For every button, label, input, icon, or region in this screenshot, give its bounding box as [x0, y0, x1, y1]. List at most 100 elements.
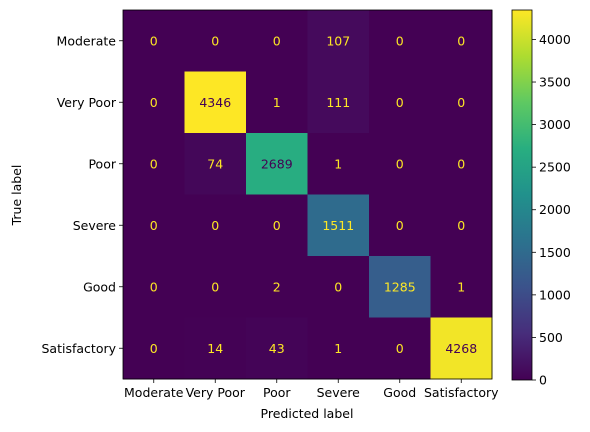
heatmap-cell	[307, 133, 370, 195]
colorbar: 0 500 1000 1500 2000 2500 3000 3500 4000	[511, 9, 571, 388]
heatmap-cell	[184, 133, 247, 195]
y-tick-label: Good	[83, 279, 116, 294]
colorbar-tick-label: 0	[539, 373, 547, 388]
cell-value-label: 0	[211, 279, 219, 294]
cell-value-label: 0	[396, 218, 404, 233]
y-axis: Moderate Very Poor Poor Severe Good Satisfact…	[42, 33, 123, 356]
heatmap-cell	[369, 317, 431, 380]
x-axis-title: Predicted label	[261, 406, 354, 421]
cell-value-label: 0	[334, 279, 342, 294]
x-tick-label: Moderate	[124, 385, 184, 400]
heatmap-cell	[246, 10, 308, 72]
heatmap-cell	[430, 256, 493, 318]
heatmap-cell	[123, 10, 185, 72]
heatmap-cell	[123, 317, 185, 380]
cell-value-label: 1	[334, 341, 342, 356]
cell-value-label: 0	[396, 341, 404, 356]
cell-value-label: 0	[396, 33, 404, 48]
heatmap-cell	[246, 71, 308, 134]
heatmap-cell	[246, 256, 308, 318]
heatmap-cell	[307, 256, 370, 318]
cell-value-label: 0	[150, 156, 158, 171]
x-axis: Moderate Very Poor Poor Severe Good Satisfact…	[124, 379, 499, 400]
cell-value-label: 0	[150, 95, 158, 110]
heatmap-cell	[430, 194, 493, 257]
y-tick-label: Poor	[88, 156, 116, 171]
colorbar-tick-label: 2000	[539, 202, 571, 217]
heatmap-cell	[123, 256, 185, 318]
cell-value-label: 0	[211, 33, 219, 48]
colorbar-gradient	[512, 10, 532, 380]
heatmap-cell	[123, 71, 185, 134]
heatmap-cell	[430, 317, 493, 380]
heatmap-cell	[430, 71, 493, 134]
heatmap-cell	[369, 256, 431, 318]
cell-value-label: 0	[457, 33, 465, 48]
cell-value-label: 4346	[199, 95, 231, 110]
y-tick-label: Moderate	[57, 33, 117, 48]
colorbar-tick-label: 1000	[539, 287, 571, 302]
colorbar-tick-label: 2500	[539, 160, 571, 175]
cell-value-label: 14	[207, 341, 223, 356]
heatmap-cell	[184, 10, 247, 72]
x-tick-label: Severe	[317, 385, 361, 400]
heatmap-cell	[123, 133, 185, 195]
cell-value-label: 0	[211, 218, 219, 233]
heatmap-cell	[184, 194, 247, 257]
heatmap-cell	[369, 133, 431, 195]
x-tick-label: Satisfactory	[424, 385, 499, 400]
cell-value-label: 4268	[445, 341, 477, 356]
y-axis-title: True label	[9, 165, 24, 227]
heatmap-cell	[246, 194, 308, 257]
heatmap-cell	[246, 133, 308, 195]
heatmap-cell	[369, 71, 431, 134]
cell-value-label: 74	[207, 156, 223, 171]
heatmap-cell	[430, 133, 493, 195]
cell-value-label: 0	[150, 218, 158, 233]
cell-value-label: 0	[150, 341, 158, 356]
heatmap-cell	[430, 10, 493, 72]
plot-border	[122, 9, 493, 380]
cell-value-label: 1	[334, 156, 342, 171]
heatmap-cell	[184, 256, 247, 318]
cell-value-label: 107	[326, 33, 350, 48]
cell-value-label: 0	[273, 33, 281, 48]
heatmap-cell	[184, 317, 247, 380]
cell-value-label: 1511	[322, 218, 354, 233]
y-tick-label: Severe	[73, 218, 117, 233]
cell-value-label: 0	[150, 279, 158, 294]
cell-value-label: 43	[269, 341, 285, 356]
colorbar-tick-label: 3500	[539, 75, 571, 90]
heatmap-cell	[246, 317, 308, 380]
heatmap-cell	[369, 10, 431, 72]
cell-value-label: 0	[457, 218, 465, 233]
colorbar-tick-label: 3000	[539, 117, 571, 132]
colorbar-border	[511, 9, 533, 381]
x-tick-label: Poor	[263, 385, 291, 400]
heatmap-cells: 0 0 0 107 0 00 4346 1 111 0 00 74 2689 1 0 00 0 0 1511 0 00 0…	[123, 10, 493, 380]
heatmap-cell	[307, 71, 370, 134]
heatmap-cell	[123, 194, 185, 257]
cell-value-label: 0	[457, 95, 465, 110]
cell-value-label: 111	[326, 95, 350, 110]
y-tick-label: Satisfactory	[42, 341, 117, 356]
heatmap-cell	[307, 317, 370, 380]
cell-value-label: 0	[396, 95, 404, 110]
colorbar-tick-label: 4000	[539, 32, 571, 47]
cell-value-label: 0	[150, 33, 158, 48]
cell-value-label: 0	[273, 218, 281, 233]
cell-value-label: 1	[457, 279, 465, 294]
cell-value-label: 1285	[384, 279, 416, 294]
heatmap-cell	[184, 71, 247, 134]
plot-frame	[122, 9, 493, 380]
cell-value-label: 0	[396, 156, 404, 171]
heatmap-cell	[369, 194, 431, 257]
colorbar-tick-label: 500	[539, 330, 563, 345]
cell-value-label: 1	[273, 95, 281, 110]
y-tick-label: Very Poor	[57, 95, 117, 110]
cell-value-label: 2	[273, 279, 281, 294]
x-tick-label: Very Poor	[186, 385, 246, 400]
heatmap-cell	[307, 10, 370, 72]
colorbar-tick-label: 1500	[539, 245, 571, 260]
